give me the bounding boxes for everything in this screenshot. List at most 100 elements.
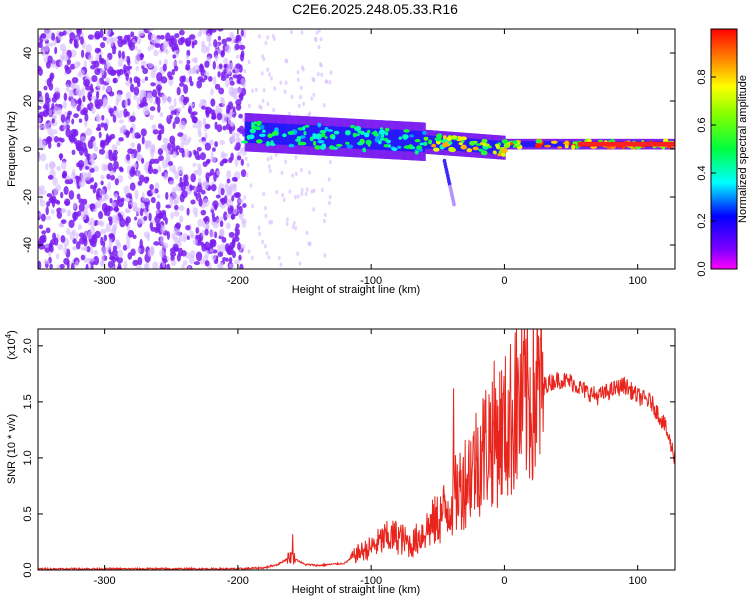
noise-cell (219, 220, 224, 228)
signal-band-core (560, 141, 563, 148)
noise-cell (217, 29, 224, 32)
noise-cell (284, 58, 288, 63)
noise-cell (193, 169, 199, 175)
y-tick-label: 20 (22, 95, 34, 107)
noise-cell (70, 262, 75, 269)
noise-cell (172, 54, 176, 59)
noise-cell (73, 201, 77, 210)
noise-cell (219, 140, 226, 145)
signal-streak-cell (452, 202, 456, 207)
noise-cell (212, 60, 216, 70)
noise-cell (308, 111, 312, 116)
noise-cell (44, 243, 50, 248)
noise-cell (80, 36, 84, 45)
noise-cell (149, 184, 154, 190)
noise-cell (192, 123, 199, 129)
noise-cell (91, 75, 98, 83)
colorbar-tick-label: 0.8 (696, 69, 708, 84)
noise-cell (210, 205, 215, 211)
noise-cell (300, 191, 304, 197)
noise-cell (139, 174, 145, 183)
noise-cell (107, 261, 114, 269)
noise-cell (38, 152, 41, 162)
noise-cell (54, 46, 58, 55)
noise-cell (113, 160, 119, 170)
noise-cell (116, 257, 124, 264)
noise-cell (59, 43, 67, 52)
noise-cell (112, 78, 117, 84)
noise-cell (94, 98, 99, 108)
noise-cell (155, 221, 161, 228)
noise-cell (192, 65, 196, 75)
noise-cell (59, 153, 63, 161)
noise-cell (217, 71, 221, 78)
noise-cell (161, 172, 165, 177)
noise-cell (101, 254, 105, 263)
signal-cell (414, 150, 419, 155)
noise-cell (129, 115, 136, 123)
noise-cell (88, 53, 93, 63)
noise-cell (161, 209, 167, 216)
signal-cell (321, 132, 326, 138)
noise-cell (38, 96, 45, 105)
noise-cell (74, 61, 80, 69)
noise-cell (299, 85, 303, 91)
noise-cell (72, 102, 76, 109)
noise-cell (98, 148, 106, 155)
noise-cell (101, 246, 108, 255)
noise-cell (107, 181, 112, 191)
noise-cell (141, 192, 145, 202)
noise-cell (238, 44, 246, 51)
noise-cell (146, 190, 153, 197)
noise-cell (147, 45, 152, 52)
noise-cell (98, 131, 102, 139)
noise-cell (205, 250, 210, 259)
noise-cell (188, 105, 192, 115)
noise-cell (177, 132, 184, 138)
noise-cell (119, 110, 123, 115)
noise-cell (273, 36, 276, 42)
noise-cell (129, 83, 135, 93)
noise-cell (151, 143, 156, 153)
noise-cell (204, 260, 210, 267)
noise-cell (284, 159, 287, 164)
noise-cell (126, 153, 131, 161)
signal-cell (314, 145, 321, 150)
signal-cell (373, 133, 379, 137)
noise-cell (262, 191, 266, 197)
colorbar-tick-label: 0.2 (696, 213, 708, 228)
noise-cell (178, 95, 185, 103)
noise-cell (63, 92, 68, 102)
noise-cell (95, 127, 102, 131)
noise-cell (93, 255, 100, 266)
noise-cell (103, 96, 108, 105)
signal-cell (259, 133, 266, 137)
noise-cell (100, 180, 104, 186)
noise-cell (182, 237, 187, 243)
noise-cell (214, 141, 219, 148)
noise-cell (84, 246, 88, 252)
noise-cell (94, 230, 101, 239)
noise-cell (176, 86, 181, 96)
noise-cell (152, 124, 157, 130)
noise-cell (290, 30, 293, 35)
noise-cell (73, 113, 79, 119)
noise-cell (322, 103, 326, 108)
noise-cell (60, 219, 67, 225)
noise-cell (198, 177, 202, 185)
noise-cell (68, 190, 75, 200)
noise-cell (286, 217, 289, 222)
noise-cell (238, 125, 245, 135)
noise-cell (117, 249, 123, 259)
noise-cell (172, 121, 176, 129)
noise-cell (63, 257, 70, 265)
noise-cell (185, 225, 191, 231)
noise-cell (47, 42, 54, 47)
noise-cell (123, 64, 127, 74)
noise-cell (296, 77, 300, 82)
signal-cell (466, 148, 473, 153)
signal-cell (423, 141, 428, 146)
noise-cell (154, 182, 160, 190)
noise-cell (209, 139, 214, 146)
noise-cell (218, 63, 223, 69)
